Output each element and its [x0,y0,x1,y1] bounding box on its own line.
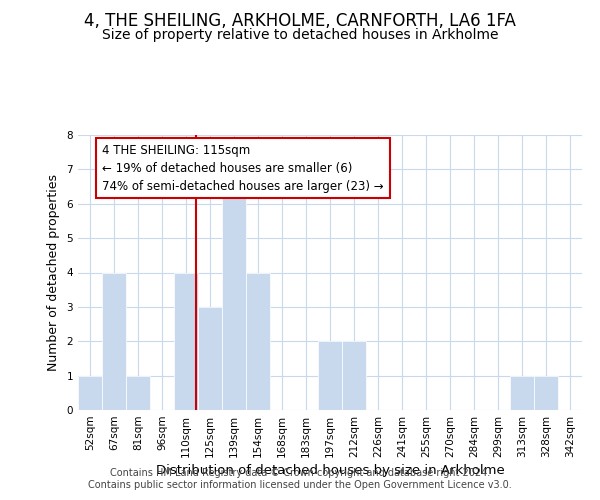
Bar [174,272,198,410]
Bar [534,376,558,410]
Bar [126,376,150,410]
Text: Contains public sector information licensed under the Open Government Licence v3: Contains public sector information licen… [88,480,512,490]
Bar [222,170,246,410]
Bar [318,341,342,410]
Bar [510,376,534,410]
Text: Size of property relative to detached houses in Arkholme: Size of property relative to detached ho… [102,28,498,42]
Bar [78,376,102,410]
Bar [198,307,222,410]
Text: 4 THE SHEILING: 115sqm
← 19% of detached houses are smaller (6)
74% of semi-deta: 4 THE SHEILING: 115sqm ← 19% of detached… [102,144,383,192]
Bar [342,341,366,410]
Bar [102,272,126,410]
Text: Contains HM Land Registry data © Crown copyright and database right 2024.: Contains HM Land Registry data © Crown c… [110,468,490,477]
Text: 4, THE SHEILING, ARKHOLME, CARNFORTH, LA6 1FA: 4, THE SHEILING, ARKHOLME, CARNFORTH, LA… [84,12,516,30]
Y-axis label: Number of detached properties: Number of detached properties [47,174,59,371]
Bar [246,272,270,410]
X-axis label: Distribution of detached houses by size in Arkholme: Distribution of detached houses by size … [155,464,505,477]
